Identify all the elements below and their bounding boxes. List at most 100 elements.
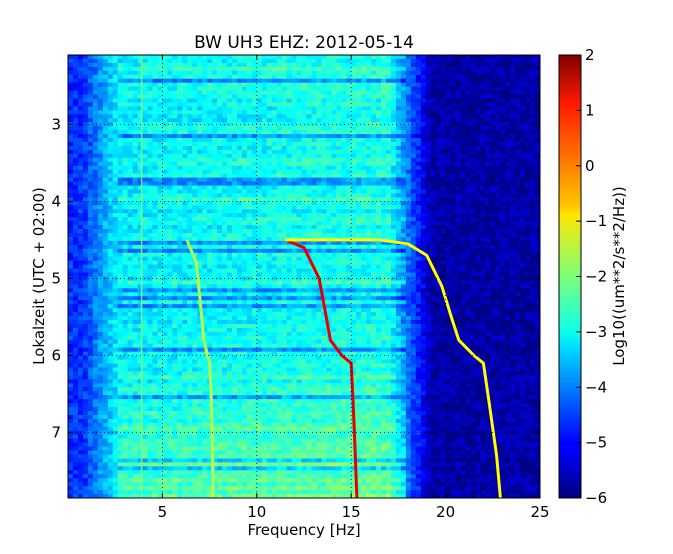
heatmap-cell xyxy=(311,209,318,214)
heatmap-cell xyxy=(102,110,109,115)
heatmap-cell xyxy=(395,201,402,206)
heatmap-cell xyxy=(102,256,109,262)
heatmap-cell xyxy=(281,201,288,206)
heatmap-cell xyxy=(535,130,540,135)
heatmap-cell xyxy=(366,153,372,159)
heatmap-cell xyxy=(510,205,516,210)
heatmap-cell xyxy=(77,126,84,131)
heatmap-cell xyxy=(162,244,168,250)
heatmap-cell xyxy=(321,90,327,96)
heatmap-cell xyxy=(465,213,472,218)
heatmap-cell xyxy=(460,221,467,226)
heatmap-cell xyxy=(226,98,233,104)
heatmap-cell xyxy=(366,70,372,76)
heatmap-cell xyxy=(301,157,308,163)
heatmap-cell xyxy=(515,118,521,123)
heatmap-cell xyxy=(172,197,178,202)
heatmap-cell xyxy=(430,201,437,206)
heatmap-cell xyxy=(127,98,134,104)
heatmap-cell xyxy=(226,149,233,155)
heatmap-cell xyxy=(192,74,198,80)
heatmap-cell xyxy=(77,149,84,155)
heatmap-cell xyxy=(212,122,218,127)
heatmap-cell xyxy=(137,201,144,206)
heatmap-cell xyxy=(256,86,263,92)
heatmap-cell xyxy=(167,102,173,108)
heatmap-cell xyxy=(356,142,362,147)
heatmap-cell xyxy=(515,229,521,234)
heatmap-cell xyxy=(87,221,94,226)
heatmap-cell xyxy=(226,248,233,254)
heatmap-cell xyxy=(515,244,521,250)
heatmap-cell xyxy=(127,209,134,214)
heatmap-cell xyxy=(460,161,467,167)
heatmap-cell xyxy=(475,173,481,179)
heatmap-cell xyxy=(400,118,407,123)
heatmap-cell xyxy=(122,260,129,266)
heatmap-cell xyxy=(450,102,457,108)
heatmap-cell xyxy=(371,232,377,238)
heatmap-cell xyxy=(430,161,437,167)
heatmap-cell xyxy=(137,181,144,187)
heatmap-cell xyxy=(435,55,442,60)
heatmap-cell xyxy=(385,74,392,80)
heatmap-cell xyxy=(87,232,94,238)
heatmap-cell xyxy=(425,58,432,64)
heatmap-cell xyxy=(485,106,491,111)
heatmap-cell xyxy=(485,126,491,131)
heatmap-cell xyxy=(331,126,337,131)
heatmap-cell xyxy=(286,110,293,115)
heatmap-cell xyxy=(430,213,437,218)
heatmap-cell xyxy=(246,201,253,206)
heatmap-cell xyxy=(172,221,178,226)
heatmap-cell xyxy=(435,98,442,104)
heatmap-cell xyxy=(351,181,357,187)
heatmap-cell xyxy=(361,66,367,72)
heatmap-cell xyxy=(167,248,173,254)
heatmap-cell xyxy=(177,86,183,92)
heatmap-cell xyxy=(187,217,193,222)
heatmap-cell xyxy=(465,221,472,226)
heatmap-cell xyxy=(271,130,278,135)
heatmap-cell xyxy=(520,236,526,242)
heatmap-cell xyxy=(152,153,159,159)
heatmap-cell xyxy=(82,138,89,143)
heatmap-cell xyxy=(222,58,228,64)
heatmap-cell xyxy=(331,106,337,111)
heatmap-cell xyxy=(480,94,486,100)
heatmap-cell xyxy=(410,229,417,234)
heatmap-cell xyxy=(197,189,203,195)
heatmap-cell xyxy=(311,205,318,210)
heatmap-cell xyxy=(381,55,387,60)
heatmap-cell xyxy=(395,173,402,179)
heatmap-cell xyxy=(241,201,248,206)
heatmap-cell xyxy=(137,217,144,222)
heatmap-cell xyxy=(132,236,139,242)
heatmap-cell xyxy=(435,197,442,202)
heatmap-cell xyxy=(87,86,94,92)
heatmap-cell xyxy=(371,193,377,198)
heatmap-cell xyxy=(207,82,213,88)
heatmap-cell xyxy=(256,229,263,234)
heatmap-cell xyxy=(480,193,486,198)
heatmap-cell xyxy=(480,55,486,60)
heatmap-cell xyxy=(222,118,228,123)
heatmap-cell xyxy=(505,240,511,246)
heatmap-cell xyxy=(137,94,144,100)
heatmap-cell xyxy=(92,94,99,100)
heatmap-cell xyxy=(525,74,531,80)
heatmap-cell xyxy=(316,260,322,266)
heatmap-cell xyxy=(82,82,89,88)
heatmap-cell xyxy=(356,55,362,60)
heatmap-cell xyxy=(500,153,506,159)
heatmap-cell xyxy=(246,161,253,167)
heatmap-cell xyxy=(505,149,511,155)
heatmap-cell xyxy=(251,217,258,222)
heatmap-cell xyxy=(207,205,213,210)
heatmap-cell xyxy=(82,213,89,218)
heatmap-cell xyxy=(82,126,89,131)
heatmap-cell xyxy=(341,209,347,214)
heatmap-cell xyxy=(167,177,173,183)
heatmap-cell xyxy=(197,236,203,242)
heatmap-cell xyxy=(485,110,491,115)
